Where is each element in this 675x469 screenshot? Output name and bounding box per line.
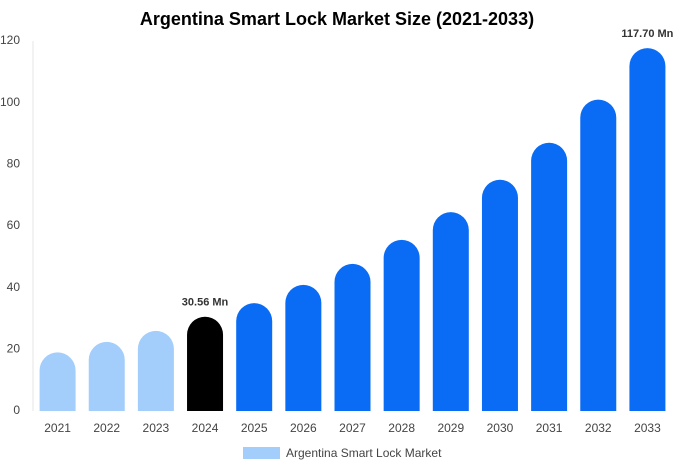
y-tick-label: 60 — [7, 218, 21, 232]
x-tick-label: 2025 — [241, 421, 268, 435]
x-tick-label: 2024 — [192, 421, 219, 435]
y-tick-label: 120 — [0, 33, 20, 47]
value-label: 30.56 Mn — [182, 297, 229, 309]
x-tick-label: 2029 — [437, 421, 464, 435]
x-tick-label: 2023 — [143, 421, 170, 435]
bar — [481, 179, 518, 411]
bar — [285, 284, 322, 411]
x-tick-label: 2026 — [290, 421, 317, 435]
x-tick-label: 2032 — [585, 421, 612, 435]
y-tick-label: 80 — [7, 157, 21, 171]
x-tick-label: 2030 — [487, 421, 514, 435]
x-tick-label: 2027 — [339, 421, 366, 435]
y-tick-label: 40 — [7, 280, 21, 294]
value-label: 117.70 Mn — [621, 28, 673, 40]
bar — [580, 99, 617, 411]
x-tick-label: 2022 — [93, 421, 120, 435]
bar — [629, 48, 666, 411]
chart-title: Argentina Smart Lock Market Size (2021-2… — [140, 9, 534, 29]
bar — [432, 212, 469, 411]
bar — [531, 142, 568, 411]
legend-swatch — [243, 447, 280, 459]
y-tick-label: 0 — [13, 403, 20, 417]
bar — [137, 330, 174, 411]
x-tick-label: 2021 — [44, 421, 71, 435]
bar — [88, 341, 125, 411]
y-tick-label: 100 — [0, 95, 20, 109]
x-tick-label: 2028 — [388, 421, 415, 435]
y-tick-label: 20 — [7, 342, 21, 356]
bar — [39, 352, 76, 411]
bar — [236, 303, 273, 411]
bar — [187, 316, 224, 411]
bar — [383, 239, 420, 411]
x-tick-label: 2033 — [634, 421, 661, 435]
x-tick-label: 2031 — [536, 421, 563, 435]
bar — [334, 263, 371, 411]
legend-label: Argentina Smart Lock Market — [286, 446, 442, 460]
